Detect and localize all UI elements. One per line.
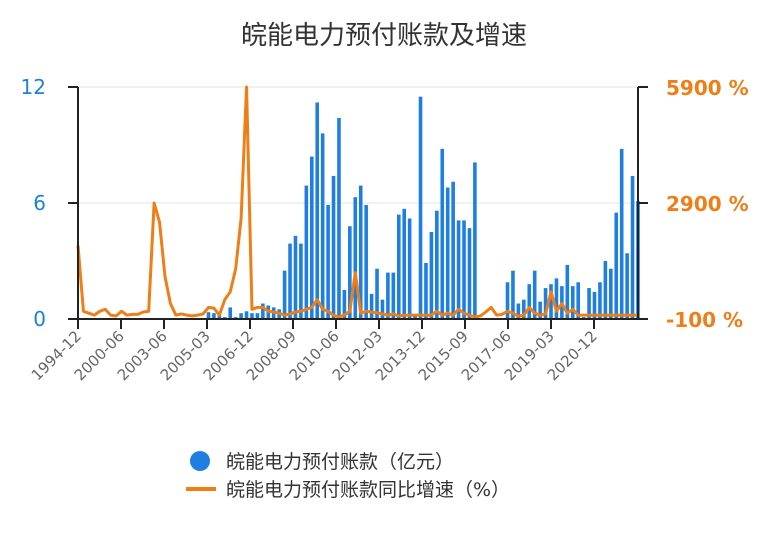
growth-line <box>76 85 638 319</box>
axes <box>68 86 648 320</box>
bar-69 <box>451 181 455 319</box>
x-axis-ticks: 1994-122000-062003-062005-032006-122008-… <box>28 319 601 384</box>
bar-39 <box>288 243 292 319</box>
bar-62 <box>413 315 417 319</box>
bar-49 <box>342 290 347 319</box>
bar-88 <box>554 278 559 319</box>
bar-72 <box>467 228 472 319</box>
bar-41 <box>299 243 303 319</box>
line-series <box>76 85 638 319</box>
right-axis-ticks: 5900 % 2900 % -100 % <box>666 76 749 332</box>
legend-item-bar: 皖能电力预付账款（亿元） <box>226 451 454 473</box>
right-tick-label-2: -100 % <box>666 308 743 332</box>
bar-63 <box>418 96 423 319</box>
bar-94 <box>587 288 591 319</box>
bar-73 <box>473 162 477 319</box>
bar-83 <box>527 284 532 319</box>
bar-56 <box>380 299 385 319</box>
bar-98 <box>609 268 613 319</box>
bar-55 <box>375 268 379 319</box>
bar-25 <box>212 313 216 319</box>
legend-bar-swatch <box>190 451 210 471</box>
bar-45 <box>320 133 325 319</box>
bar-30 <box>239 313 243 319</box>
bar-86 <box>543 288 548 319</box>
bar-52 <box>358 185 363 319</box>
bar-38 <box>282 270 287 319</box>
bar-50 <box>348 226 352 319</box>
left-tick-label-1: 6 <box>33 191 46 215</box>
bar-31 <box>244 311 249 319</box>
bar-82 <box>522 299 526 319</box>
bar-96 <box>598 282 602 319</box>
bar-24 <box>206 312 211 319</box>
bar-48 <box>337 117 341 320</box>
left-axis-ticks: 12 6 0 <box>21 75 46 331</box>
bar-92 <box>576 282 580 319</box>
bar-series <box>206 96 640 320</box>
legend: 皖能电力预付账款（亿元） 皖能电力预付账款同比增速（%） <box>186 451 510 501</box>
bar-71 <box>462 220 466 319</box>
bar-51 <box>353 197 358 319</box>
right-tick-label-1: 2900 % <box>666 192 749 216</box>
bar-90 <box>565 264 570 319</box>
bar-59 <box>396 214 401 319</box>
bar-46 <box>326 204 330 319</box>
bar-87 <box>549 284 553 319</box>
bar-100 <box>619 148 624 319</box>
bar-102 <box>630 175 635 319</box>
bar-40 <box>293 235 298 319</box>
bar-95 <box>592 291 597 319</box>
bar-54 <box>369 293 374 319</box>
bar-57 <box>386 272 390 319</box>
bar-84 <box>532 270 537 319</box>
gridlines <box>78 86 638 204</box>
bar-65 <box>429 232 434 319</box>
bar-44 <box>315 102 320 319</box>
bar-34 <box>261 303 265 319</box>
bar-43 <box>309 156 314 319</box>
bar-64 <box>424 262 428 319</box>
bar-85 <box>538 301 542 319</box>
bar-66 <box>435 210 439 319</box>
bar-42 <box>304 185 309 319</box>
bar-79 <box>505 282 510 319</box>
bar-26 <box>217 315 222 319</box>
bar-28 <box>228 307 233 319</box>
bar-32 <box>250 313 254 319</box>
legend-item-line: 皖能电力预付账款同比增速（%） <box>226 479 510 501</box>
bar-60 <box>402 208 407 319</box>
bar-68 <box>445 187 450 319</box>
bar-97 <box>603 261 608 319</box>
bar-80 <box>511 270 515 319</box>
bar-70 <box>456 220 461 319</box>
right-tick-label-0: 5900 % <box>666 76 749 100</box>
bar-33 <box>255 313 260 319</box>
bar-91 <box>570 286 575 319</box>
chart-title: 皖能电力预付账款及增速 <box>241 21 527 51</box>
left-tick-label-2: 0 <box>33 307 46 331</box>
bar-67 <box>440 148 445 319</box>
left-tick-label-0: 12 <box>21 75 46 99</box>
bar-61 <box>407 218 412 319</box>
bar-99 <box>614 212 619 319</box>
bar-58 <box>391 272 396 319</box>
bar-81 <box>516 303 521 319</box>
bar-101 <box>625 253 629 319</box>
bar-47 <box>331 175 336 319</box>
bar-53 <box>364 204 368 319</box>
